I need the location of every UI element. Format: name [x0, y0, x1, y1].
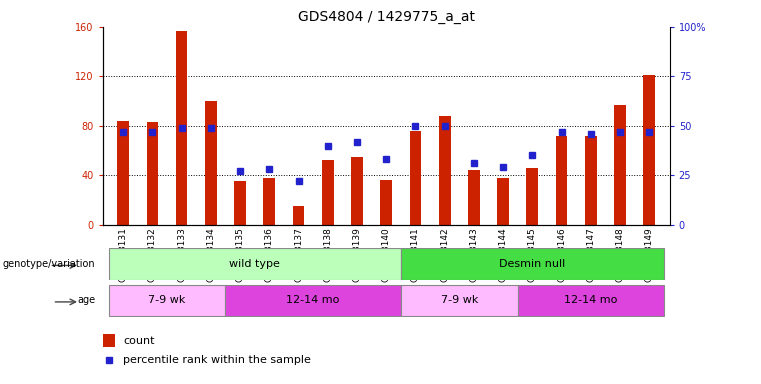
- Bar: [103, 334, 115, 347]
- Bar: [409, 131, 422, 225]
- Bar: [556, 136, 568, 225]
- Text: 12-14 mo: 12-14 mo: [286, 295, 340, 306]
- Bar: [263, 178, 275, 225]
- Bar: [109, 285, 225, 316]
- Text: 7-9 wk: 7-9 wk: [148, 295, 186, 306]
- Text: percentile rank within the sample: percentile rank within the sample: [123, 355, 311, 365]
- Bar: [527, 168, 538, 225]
- Bar: [497, 178, 509, 225]
- Bar: [322, 161, 333, 225]
- Text: count: count: [123, 336, 154, 346]
- Text: Desmin null: Desmin null: [499, 259, 565, 269]
- Bar: [401, 248, 664, 280]
- Text: 7-9 wk: 7-9 wk: [441, 295, 478, 306]
- Bar: [225, 285, 401, 316]
- Bar: [517, 285, 664, 316]
- Title: GDS4804 / 1429775_a_at: GDS4804 / 1429775_a_at: [298, 10, 475, 25]
- Bar: [643, 75, 655, 225]
- Bar: [293, 206, 304, 225]
- Bar: [205, 101, 217, 225]
- Text: age: age: [77, 295, 95, 306]
- Bar: [147, 122, 158, 225]
- Text: wild type: wild type: [229, 259, 280, 269]
- Bar: [117, 121, 129, 225]
- Bar: [351, 157, 363, 225]
- Bar: [109, 248, 401, 280]
- Bar: [176, 31, 187, 225]
- Bar: [380, 180, 392, 225]
- Bar: [234, 181, 246, 225]
- Bar: [401, 285, 517, 316]
- Bar: [468, 170, 479, 225]
- Bar: [439, 116, 451, 225]
- Bar: [585, 136, 597, 225]
- Text: genotype/variation: genotype/variation: [2, 259, 95, 269]
- Bar: [614, 105, 626, 225]
- Text: 12-14 mo: 12-14 mo: [564, 295, 617, 306]
